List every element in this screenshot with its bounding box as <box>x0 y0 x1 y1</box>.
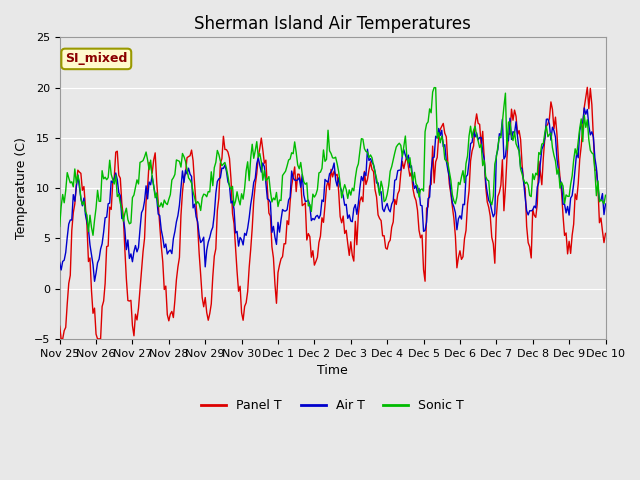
Y-axis label: Temperature (C): Temperature (C) <box>15 137 28 239</box>
Title: Sherman Island Air Temperatures: Sherman Island Air Temperatures <box>194 15 471 33</box>
X-axis label: Time: Time <box>317 364 348 377</box>
Legend: Panel T, Air T, Sonic T: Panel T, Air T, Sonic T <box>196 394 469 417</box>
Text: SI_mixed: SI_mixed <box>65 52 127 65</box>
